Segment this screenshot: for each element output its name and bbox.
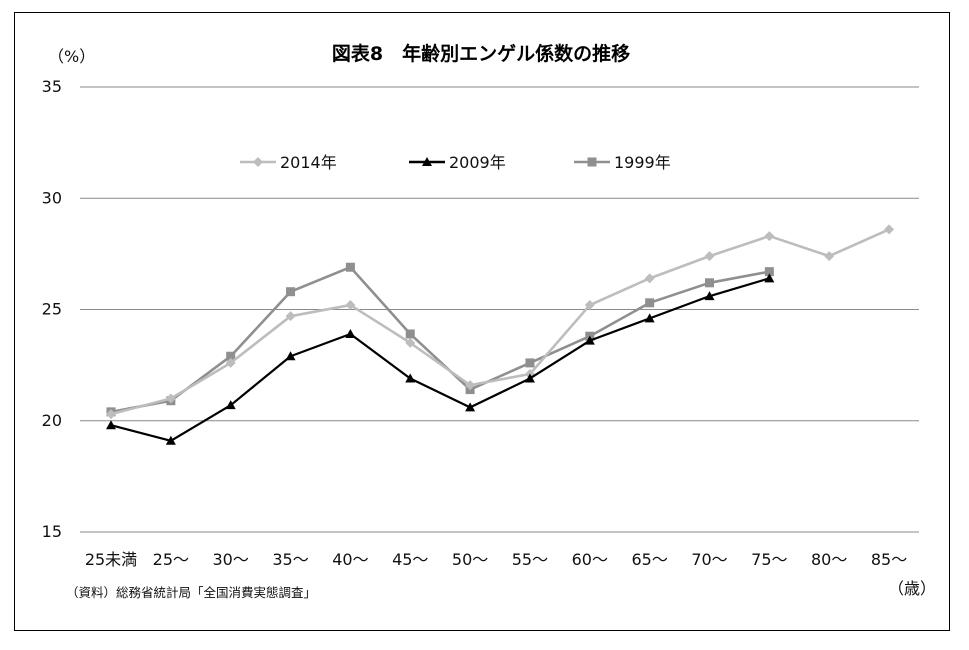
- data-point: [824, 251, 835, 262]
- y-tick-label: 35: [42, 77, 62, 96]
- x-tick-label: 50～: [452, 550, 488, 569]
- data-point: [106, 409, 116, 420]
- x-tick-label: 45～: [392, 550, 428, 569]
- series-line: [110, 277, 770, 442]
- x-tick-label: 80～: [811, 550, 847, 569]
- x-tick-label: 55～: [512, 550, 548, 569]
- data-point: [225, 400, 236, 410]
- data-point: [644, 273, 655, 284]
- data-point: [165, 393, 176, 404]
- data-point: [345, 262, 355, 272]
- y-tick-label: 15: [42, 522, 62, 541]
- y-axis-unit: （%）: [48, 47, 95, 66]
- data-point: [764, 231, 775, 242]
- legend-item-2009年: 2009年: [409, 153, 506, 172]
- data-point: [524, 373, 535, 383]
- y-tick-labels: 15 20 25 30 35: [42, 77, 62, 541]
- chart-title: 図表8 年齢別エンゲル係数の推移: [332, 42, 630, 65]
- x-tick-label: 75～: [751, 550, 787, 569]
- data-point: [106, 420, 116, 430]
- series-line: [110, 265, 770, 414]
- legend-item-2014年: 2014年: [240, 153, 337, 172]
- data-point: [584, 300, 595, 311]
- y-tick-label: 25: [42, 300, 62, 319]
- x-tick-label: 25未満: [85, 550, 137, 569]
- y-tick-label: 20: [42, 411, 62, 430]
- source-note: （資料）総務省統計局「全国消費実態調査」: [66, 585, 316, 600]
- legend-marker: [253, 157, 263, 167]
- legend-label: 2009年: [449, 153, 506, 172]
- data-point: [226, 351, 236, 361]
- x-tick-label: 30～: [213, 550, 249, 569]
- data-point: [764, 273, 775, 283]
- x-tick-label: 40～: [332, 550, 368, 569]
- data-point: [704, 291, 715, 301]
- legend-label: 2014年: [280, 153, 337, 172]
- x-tick-label: 35～: [272, 550, 308, 569]
- x-tick-label: 60～: [572, 550, 608, 569]
- y-tick-label: 30: [42, 188, 62, 207]
- legend-label: 1999年: [614, 153, 671, 172]
- legend-marker: [422, 157, 432, 166]
- data-point: [645, 298, 655, 308]
- x-tick-label: 25～: [153, 550, 189, 569]
- data-point: [405, 329, 415, 339]
- data-point: [405, 337, 416, 348]
- series-2009年: [106, 273, 775, 445]
- data-point: [225, 357, 236, 368]
- legend-marker: [587, 157, 597, 167]
- series-lines: [106, 224, 895, 445]
- data-point: [884, 224, 895, 235]
- data-point: [165, 435, 176, 445]
- data-point: [465, 380, 476, 391]
- x-tick-label: 65～: [631, 550, 667, 569]
- data-point: [286, 287, 296, 297]
- legend: 2014年 2009年 1999年: [240, 153, 671, 172]
- data-point: [705, 278, 714, 288]
- data-point: [584, 335, 595, 345]
- data-point: [764, 267, 774, 277]
- gridlines: [80, 86, 919, 533]
- data-point: [644, 313, 655, 323]
- data-point: [405, 373, 416, 383]
- chart-frame: [14, 12, 950, 631]
- series-line: [110, 228, 890, 416]
- x-tick-label: 70～: [691, 550, 727, 569]
- data-point: [345, 328, 356, 338]
- legend-item-1999年: 1999年: [574, 153, 671, 172]
- data-point: [345, 300, 356, 311]
- x-tick-label: 85～: [871, 550, 907, 569]
- x-axis-unit: （歳）: [888, 579, 936, 598]
- data-point: [704, 251, 715, 262]
- data-point: [285, 311, 296, 322]
- data-point: [525, 358, 535, 368]
- data-point: [285, 351, 296, 361]
- data-point: [465, 402, 476, 412]
- series-2014年: [106, 224, 895, 420]
- x-tick-labels: 25未満 25～ 30～ 35～ 40～ 45～ 50～ 55～ 60～ 65～ 70～ 75～ 80～…: [85, 550, 907, 569]
